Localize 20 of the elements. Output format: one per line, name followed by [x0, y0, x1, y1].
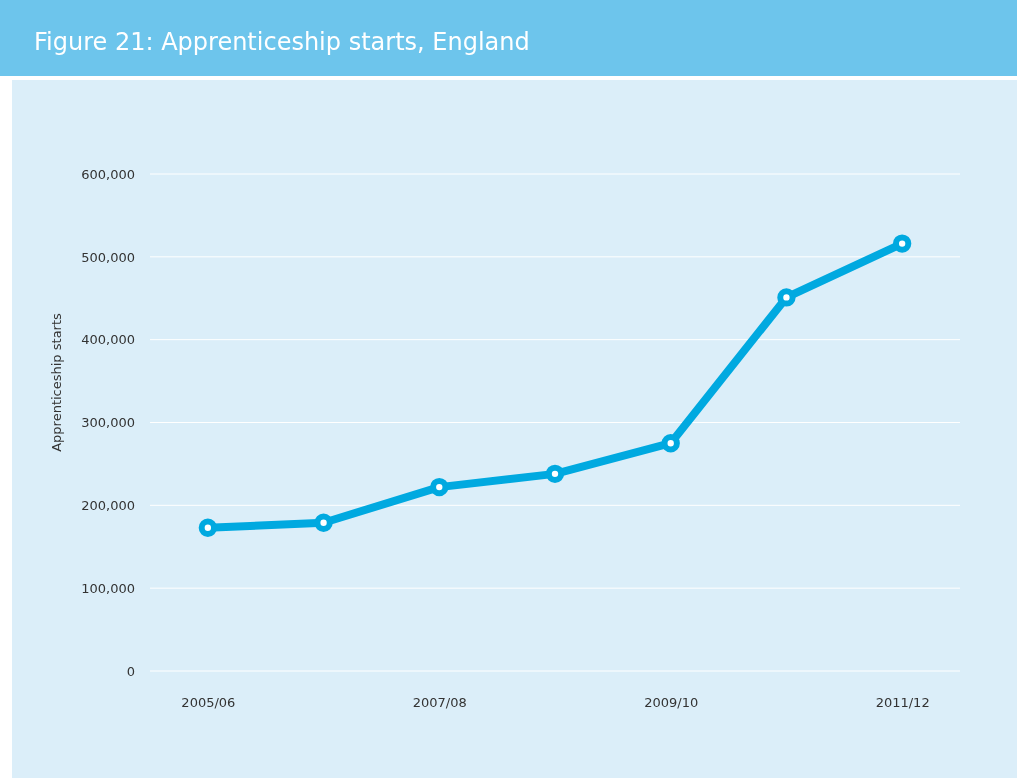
- point: [430, 477, 449, 497]
- point: [314, 513, 333, 532]
- x-tick-label: 2007/08: [412, 695, 467, 711]
- point: [198, 518, 218, 537]
- y-tick-label: 500,000: [81, 249, 135, 265]
- y-tick-label: 0: [126, 663, 135, 679]
- x-tick-label: 2009/10: [644, 695, 699, 711]
- y-tick-label: 600,000: [81, 166, 135, 182]
- x-tick-label: 2011/12: [875, 695, 930, 711]
- point: [892, 234, 912, 253]
- point: [777, 288, 796, 307]
- y-tick-label: 200,000: [81, 497, 135, 513]
- point: [545, 464, 565, 484]
- y-axis-title: Apprenticeship starts: [49, 312, 64, 452]
- y-tick-label: 400,000: [81, 332, 135, 348]
- x-tick-label: 2005/06: [181, 695, 236, 711]
- y-tick-label: 100,000: [81, 580, 135, 596]
- chart-title: Figure 21: Apprenticeship starts, England: [34, 28, 530, 56]
- y-tick-label: 300,000: [81, 415, 135, 431]
- point: [661, 434, 680, 453]
